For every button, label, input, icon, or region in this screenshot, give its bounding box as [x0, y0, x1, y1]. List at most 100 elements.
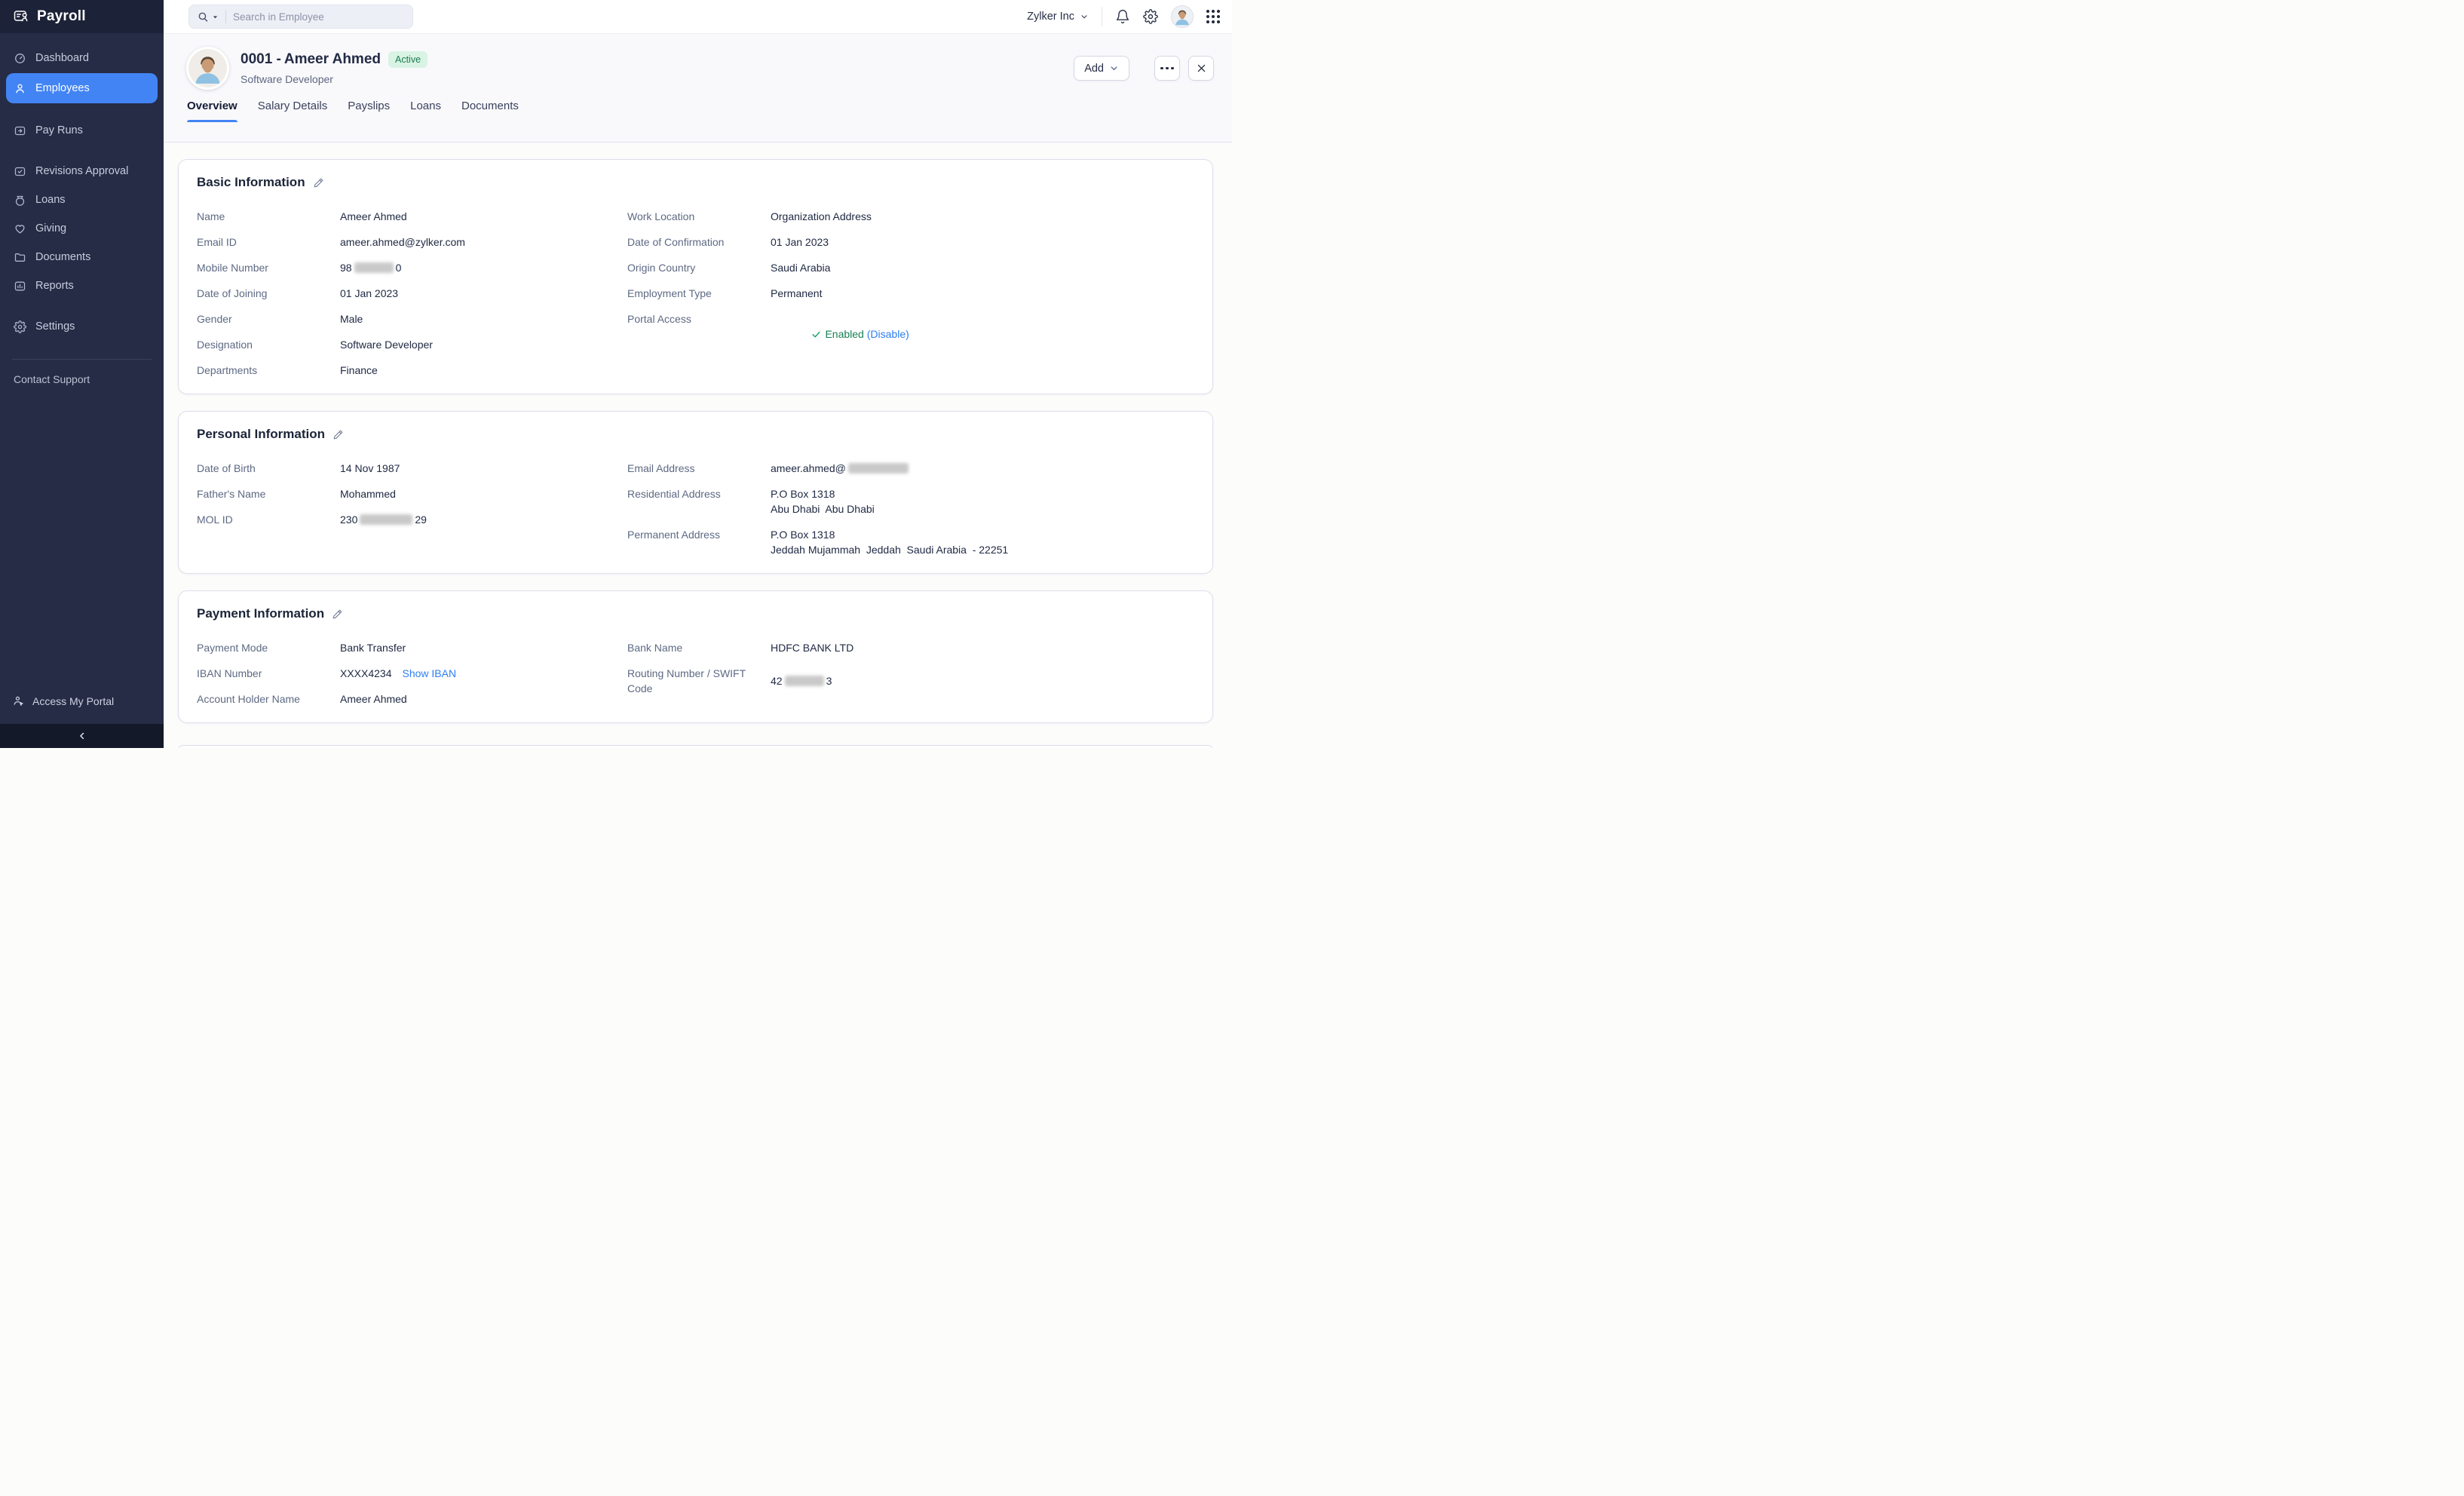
- field-row: IBAN Number XXXX4234 Show IBAN: [197, 667, 457, 679]
- card-title: Basic Information: [197, 175, 305, 189]
- documents-icon: [14, 253, 26, 262]
- gear-icon: [1143, 9, 1158, 24]
- sidebar: Payroll Dashboard Employees Pay Runs Rev…: [0, 0, 164, 748]
- giving-icon: [15, 224, 25, 233]
- pay-runs-icon: [14, 126, 26, 135]
- search-icon: [198, 12, 208, 22]
- global-search[interactable]: [188, 5, 413, 29]
- edit-personal-information-icon[interactable]: [333, 429, 344, 440]
- user-avatar[interactable]: [1171, 5, 1194, 28]
- settings-button[interactable]: [1143, 9, 1158, 24]
- disable-portal-link[interactable]: (Disable): [866, 328, 909, 340]
- field-row: Employment Type Permanent: [627, 287, 823, 299]
- collapse-chevron-icon: [79, 732, 84, 740]
- check-icon: [812, 331, 821, 338]
- field-row: MOL ID 230 29: [197, 513, 427, 526]
- overview-content: Basic Information Name Ameer Ahmed Email …: [164, 143, 1232, 748]
- employees-icon: [16, 84, 24, 93]
- field-row: Date of Joining 01 Jan 2023: [197, 287, 399, 299]
- add-button[interactable]: Add: [1074, 56, 1129, 81]
- card-title: Payment Information: [197, 606, 325, 621]
- field-row: Origin Country Saudi Arabia: [627, 262, 831, 274]
- topbar: Zylker Inc: [164, 0, 1232, 34]
- tab-salary-details[interactable]: Salary Details: [257, 100, 328, 112]
- access-portal-icon: [14, 696, 23, 706]
- employee-avatar: [186, 47, 229, 90]
- sidebar-item-loans[interactable]: Loans: [0, 185, 164, 214]
- tab-loans[interactable]: Loans: [410, 100, 441, 112]
- contact-support-link[interactable]: Contact Support: [14, 373, 90, 385]
- redacted-text: [847, 463, 909, 474]
- employee-designation: Software Developer: [241, 73, 333, 85]
- tab-documents[interactable]: Documents: [461, 100, 519, 112]
- personal-information-card: Personal Information Date of Birth 14 Nov…: [178, 411, 1213, 574]
- employee-id: 0001 -: [241, 51, 281, 67]
- sidebar-item-label: Settings: [35, 320, 75, 333]
- sidebar-item-label: Loans: [35, 194, 66, 206]
- field-row: Routing Number / SWIFT Code 42 3: [627, 667, 832, 694]
- sidebar-item-documents[interactable]: Documents: [0, 243, 164, 271]
- next-card-edge: [178, 745, 1213, 748]
- field-row: Gender Male: [197, 313, 363, 325]
- field-row: Name Ameer Ahmed: [197, 210, 407, 222]
- apps-grid-icon[interactable]: [1206, 10, 1220, 23]
- sidebar-item-revisions-approval[interactable]: Revisions Approval: [0, 157, 164, 185]
- chevron-down-icon: [1111, 66, 1117, 71]
- status-badge: Active: [388, 51, 428, 68]
- loans-icon: [15, 195, 25, 206]
- sidebar-divider: [12, 359, 152, 360]
- close-icon: [1197, 64, 1205, 72]
- field-row: Account Holder Name Ameer Ahmed: [197, 693, 407, 705]
- reports-icon: [14, 281, 26, 290]
- sidebar-nav: Dashboard Employees Pay Runs Revisions A…: [0, 33, 164, 724]
- payment-information-card: Payment Information Payment Mode Bank Tra…: [178, 590, 1213, 723]
- field-row: Residential Address P.O Box 1318 Abu Dhab…: [627, 488, 875, 515]
- sidebar-item-reports[interactable]: Reports: [0, 271, 164, 300]
- field-row: Father's Name Mohammed: [197, 488, 396, 500]
- more-options-button[interactable]: [1154, 56, 1180, 81]
- chevron-down-icon: [1081, 15, 1087, 19]
- search-scope-dropdown[interactable]: [197, 11, 219, 23]
- sidebar-item-label: Dashboard: [35, 52, 89, 64]
- app-logo: Payroll: [0, 0, 164, 33]
- sidebar-item-pay-runs[interactable]: Pay Runs: [0, 116, 164, 145]
- chevron-down-icon: [213, 15, 218, 18]
- sidebar-item-label: Reports: [35, 280, 74, 292]
- employee-header: 0001 - Ameer Ahmed Active Software Devel…: [164, 34, 1232, 143]
- tab-payslips[interactable]: Payslips: [348, 100, 391, 112]
- org-name: Zylker Inc: [1027, 11, 1074, 23]
- field-row: Date of Birth 14 Nov 1987: [197, 462, 400, 474]
- field-row: Permanent Address P.O Box 1318 Jeddah Muj…: [627, 529, 1009, 556]
- card-title: Personal Information: [197, 427, 326, 441]
- ellipsis-icon: [1160, 66, 1174, 70]
- revisions-approval-icon: [14, 167, 26, 176]
- field-row: Departments Finance: [197, 364, 378, 376]
- sidebar-item-label: Employees: [35, 82, 90, 94]
- access-my-portal-link[interactable]: Access My Portal: [0, 694, 164, 724]
- basic-information-card: Basic Information Name Ameer Ahmed Email …: [178, 159, 1213, 394]
- edit-payment-information-icon[interactable]: [332, 609, 343, 620]
- sidebar-item-giving[interactable]: Giving: [0, 214, 164, 243]
- portal-access-value: Enabled (Disable): [771, 311, 909, 357]
- sidebar-item-employees[interactable]: Employees: [6, 73, 158, 103]
- sidebar-item-settings[interactable]: Settings: [0, 312, 164, 341]
- permanent-address-value: P.O Box 1318 Jeddah Mujammah Jeddah Saudi…: [771, 529, 1009, 556]
- field-row: Payment Mode Bank Transfer: [197, 642, 406, 654]
- close-button[interactable]: [1188, 56, 1214, 81]
- residential-address-value: P.O Box 1318 Abu Dhabi Abu Dhabi: [771, 488, 875, 515]
- show-iban-link[interactable]: Show IBAN: [402, 667, 457, 679]
- org-selector[interactable]: Zylker Inc: [1027, 11, 1089, 23]
- search-divider: [225, 10, 226, 23]
- field-row: Email ID ameer.ahmed@zylker.com: [197, 236, 465, 248]
- sidebar-item-dashboard[interactable]: Dashboard: [0, 44, 164, 72]
- search-input[interactable]: [233, 11, 384, 23]
- sidebar-item-label: Revisions Approval: [35, 165, 129, 177]
- sidebar-collapse-button[interactable]: [0, 724, 164, 748]
- redacted-text: [784, 676, 824, 686]
- sidebar-item-label: Giving: [35, 222, 67, 235]
- bell-icon: [1116, 10, 1129, 24]
- field-row: Work Location Organization Address: [627, 210, 872, 222]
- edit-basic-information-icon[interactable]: [313, 177, 324, 189]
- notifications-button[interactable]: [1115, 9, 1130, 24]
- tab-overview[interactable]: Overview: [187, 100, 238, 122]
